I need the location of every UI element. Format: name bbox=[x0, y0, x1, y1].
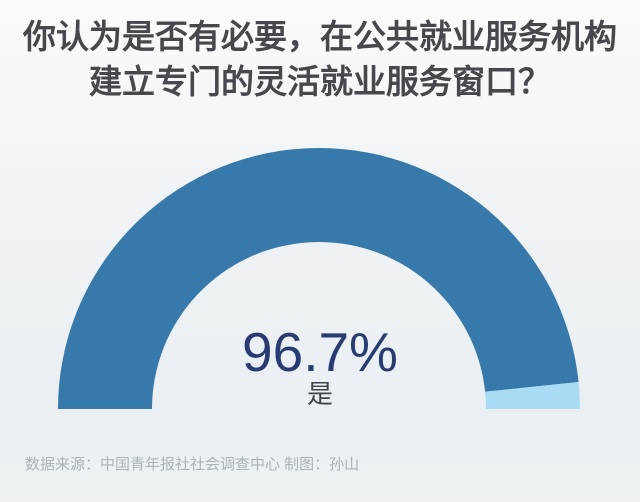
gauge-segment bbox=[485, 381, 580, 409]
chart-title-line1: 你认为是否有必要，在公共就业服务机构 bbox=[23, 18, 617, 55]
gauge-percent-value: 96.7% bbox=[242, 321, 398, 383]
source-credit: 数据来源：中国青年报社社会调查中心 制图：孙山 bbox=[25, 456, 360, 473]
gauge-answer-label: 是 bbox=[306, 379, 333, 409]
chart-title-line2: 建立专门的灵活就业服务窗口？ bbox=[89, 63, 551, 100]
gauge-segment-是 bbox=[58, 147, 579, 410]
chart-title: 你认为是否有必要，在公共就业服务机构 建立专门的灵活就业服务窗口？ bbox=[0, 14, 640, 104]
